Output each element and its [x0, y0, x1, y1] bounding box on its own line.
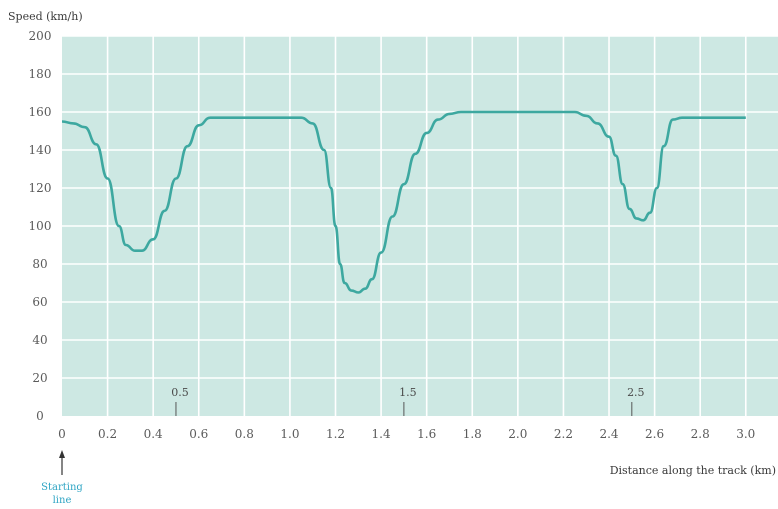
starting-line-label-line2: line [53, 495, 72, 506]
distance-markers: 0.5 1.5 2.5 [171, 386, 645, 416]
x-tick-label: 0 [58, 427, 66, 441]
x-tick-label: 0.4 [144, 427, 163, 441]
y-tick-label: 200 [29, 29, 52, 43]
starting-line-label-line1: Starting [41, 482, 83, 493]
x-tick-label: 2.8 [691, 427, 710, 441]
y-tick-label: 120 [29, 181, 52, 195]
y-tick-label: 180 [29, 67, 52, 81]
x-tick-label: 1.0 [280, 427, 299, 441]
grid-lines [62, 35, 778, 416]
starting-line-annotation: Starting line [41, 450, 83, 506]
y-tick-label: 100 [29, 219, 52, 233]
speed-series-line [61, 110, 746, 294]
distance-marker-label: 1.5 [399, 386, 417, 399]
y-tick-label: 0 [36, 409, 44, 423]
y-axis-tick-labels: 0 20 40 60 80 100 120 140 160 180 200 [29, 29, 52, 423]
x-tick-label: 1.2 [326, 427, 345, 441]
x-tick-label: 0.6 [189, 427, 208, 441]
x-tick-label: 2.2 [554, 427, 573, 441]
x-tick-label: 0.2 [98, 427, 117, 441]
x-axis-tick-labels: 0 0.2 0.4 0.6 0.8 1.0 1.2 1.4 1.6 1.8 2.0 2.2 2.4 2.6… [58, 427, 755, 441]
distance-marker-label: 2.5 [627, 386, 645, 399]
x-tick-label: 3.0 [736, 427, 755, 441]
x-axis-title: Distance along the track (km) [610, 464, 776, 477]
x-tick-label: 1.4 [372, 427, 391, 441]
y-tick-label: 140 [29, 143, 52, 157]
x-tick-label: 2.0 [508, 427, 527, 441]
x-tick-label: 0.8 [235, 427, 254, 441]
x-tick-label: 2.4 [599, 427, 618, 441]
x-tick-label: 1.6 [417, 427, 436, 441]
y-tick-label: 40 [32, 333, 47, 347]
distance-marker-label: 0.5 [171, 386, 189, 399]
starting-line-arrowhead [59, 450, 65, 458]
x-tick-label: 2.6 [645, 427, 664, 441]
y-tick-label: 20 [32, 371, 47, 385]
y-tick-label: 160 [29, 105, 52, 119]
y-tick-label: 80 [32, 257, 47, 271]
y-axis-title: Speed (km/h) [8, 10, 83, 23]
x-tick-label: 1.8 [463, 427, 482, 441]
y-tick-label: 60 [32, 295, 47, 309]
